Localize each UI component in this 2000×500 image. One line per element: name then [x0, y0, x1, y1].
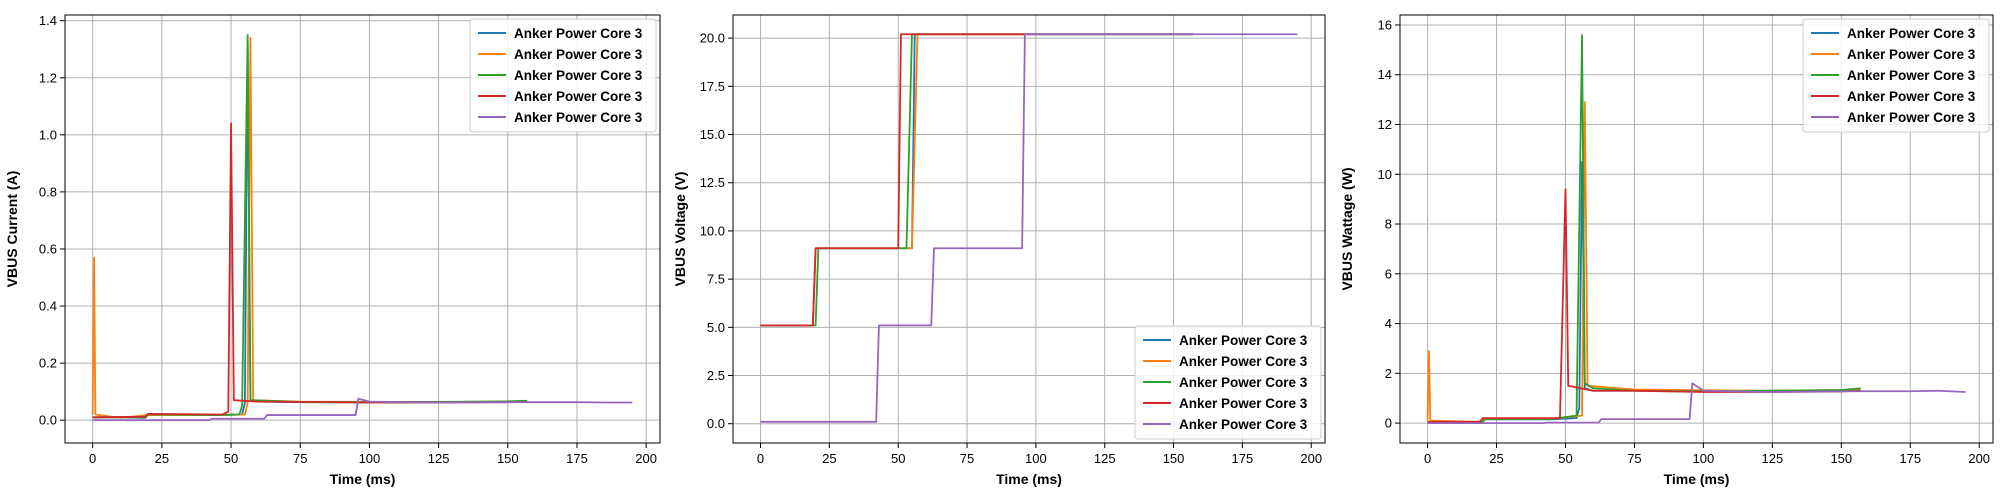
- legend: Anker Power Core 3 Anker Power Core 3 Anke…: [1134, 325, 1322, 440]
- x-tick-label: 25: [822, 451, 836, 466]
- y-tick-label: 0.4: [39, 299, 57, 314]
- x-tick-label: 200: [635, 451, 657, 466]
- series-line-5: [760, 33, 1298, 423]
- plot-frame: [732, 14, 1326, 444]
- x-tick-label: 25: [155, 451, 169, 466]
- x-tick-label: 75: [293, 451, 307, 466]
- y-tick-label: 20.0: [700, 31, 725, 46]
- x-tick-label: 150: [497, 451, 519, 466]
- legend-label: Anker Power Core 3: [514, 26, 643, 41]
- legend-label: Anker Power Core 3: [514, 89, 643, 104]
- legend-label: Anker Power Core 3: [514, 110, 643, 125]
- x-tick-label: 75: [960, 451, 974, 466]
- x-tick-label: 0: [1424, 451, 1431, 466]
- y-axis-label: VBUS Current (A): [4, 171, 20, 288]
- x-tick-label: 150: [1830, 451, 1852, 466]
- x-tick-label: 175: [566, 451, 588, 466]
- y-tick-label: 0: [1385, 416, 1392, 431]
- x-axis-label: Time (ms): [996, 471, 1062, 487]
- legend-label: Anker Power Core 3: [1179, 333, 1308, 348]
- x-tick-label: 50: [891, 451, 905, 466]
- y-tick-label: 0.8: [39, 184, 57, 199]
- series-line-5: [1427, 382, 1966, 424]
- chart-panel-2: 0 25 50 75 100 125 150 175 200 0.0 2.5 5.0 7.5 10.0 12…: [672, 14, 1326, 487]
- x-axis-label: Time (ms): [1664, 471, 1730, 487]
- legend-label: Anker Power Core 3: [1179, 375, 1308, 390]
- x-tick-label: 125: [1761, 451, 1783, 466]
- x-tick-label: 100: [1693, 451, 1715, 466]
- x-tick-label: 200: [1300, 451, 1322, 466]
- y-tick-label: 5.0: [707, 320, 725, 335]
- x-tick-label: 125: [1094, 451, 1116, 466]
- x-tick-label: 150: [1163, 451, 1185, 466]
- legend-label: Anker Power Core 3: [514, 68, 643, 83]
- y-tick-label: 4: [1385, 316, 1392, 331]
- y-tick-label: 1.0: [39, 127, 57, 142]
- y-tick-label: 17.5: [700, 79, 725, 94]
- y-tick-label: 2.5: [707, 368, 725, 383]
- legend-label: Anker Power Core 3: [1179, 354, 1308, 369]
- plot-frame: [64, 14, 661, 444]
- y-tick-label: 16: [1378, 17, 1392, 32]
- y-tick-label: 15.0: [700, 127, 725, 142]
- y-tick-label: 12: [1378, 117, 1392, 132]
- legend-label: Anker Power Core 3: [1847, 110, 1976, 125]
- y-tick-label: 2: [1385, 366, 1392, 381]
- legend: Anker Power Core 3 Anker Power Core 3 Anke…: [469, 18, 657, 133]
- legend-label: Anker Power Core 3: [1847, 26, 1976, 41]
- x-tick-label: 0: [89, 451, 96, 466]
- x-tick-label: 25: [1489, 451, 1503, 466]
- y-axis-label: VBUS Wattage (W): [1339, 167, 1355, 290]
- x-tick-label: 100: [359, 451, 381, 466]
- series-line-5: [92, 397, 633, 422]
- legend-label: Anker Power Core 3: [1847, 89, 1976, 104]
- series-line-4: [760, 33, 1193, 327]
- y-tick-label: 0.2: [39, 356, 57, 371]
- x-tick-label: 100: [1025, 451, 1047, 466]
- y-tick-label: 1.4: [39, 13, 57, 28]
- y-tick-label: 8: [1385, 217, 1392, 232]
- x-tick-label: 50: [224, 451, 238, 466]
- legend-box: [469, 18, 657, 133]
- y-tick-label: 10.0: [700, 223, 725, 238]
- chart-panel-3: 0 25 50 75 100 125 150 175 200 0 2 4 6 8 10 12 14 16 Time …: [1339, 14, 1994, 487]
- y-tick-label: 12.5: [700, 175, 725, 190]
- y-tick-label: 0.6: [39, 241, 57, 256]
- y-tick-label: 14: [1378, 67, 1392, 82]
- plot-frame: [1399, 14, 1994, 444]
- y-tick-label: 1.2: [39, 70, 57, 85]
- legend-label: Anker Power Core 3: [1179, 417, 1308, 432]
- legend-label: Anker Power Core 3: [1847, 68, 1976, 83]
- legend-label: Anker Power Core 3: [514, 47, 643, 62]
- legend-box: [1134, 325, 1322, 440]
- x-axis-label: Time (ms): [330, 471, 396, 487]
- y-tick-label: 0.0: [39, 413, 57, 428]
- y-axis-label: VBUS Voltage (V): [672, 172, 688, 287]
- y-tick-label: 0.0: [707, 416, 725, 431]
- x-tick-label: 75: [1627, 451, 1641, 466]
- y-tick-label: 10: [1378, 167, 1392, 182]
- chart-panel-1: 0 25 50 75 100 125 150 175 200 0.0 0.2 0.4 0.6 0.8 1.0…: [4, 13, 661, 487]
- legend: Anker Power Core 3 Anker Power Core 3 Anke…: [1802, 18, 1990, 133]
- y-tick-label: 6: [1385, 266, 1392, 281]
- x-tick-label: 200: [1968, 451, 1990, 466]
- x-tick-label: 175: [1232, 451, 1254, 466]
- legend-label: Anker Power Core 3: [1847, 47, 1976, 62]
- x-tick-label: 50: [1558, 451, 1572, 466]
- y-tick-label: 7.5: [707, 272, 725, 287]
- x-tick-label: 125: [428, 451, 450, 466]
- x-tick-label: 0: [757, 451, 764, 466]
- x-tick-label: 175: [1899, 451, 1921, 466]
- legend-label: Anker Power Core 3: [1179, 396, 1308, 411]
- legend-box: [1802, 18, 1990, 133]
